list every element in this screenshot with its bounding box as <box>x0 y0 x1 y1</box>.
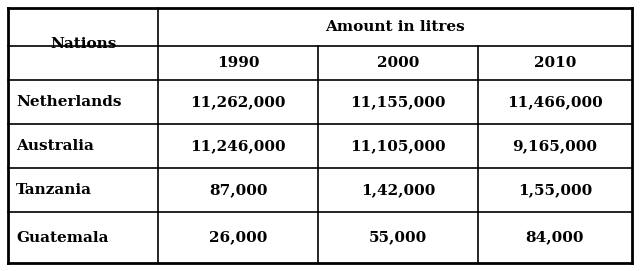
Text: Guatemala: Guatemala <box>16 231 109 244</box>
Text: 2010: 2010 <box>534 56 576 70</box>
Text: Nations: Nations <box>50 37 116 51</box>
Text: 11,466,000: 11,466,000 <box>507 95 603 109</box>
Text: Netherlands: Netherlands <box>16 95 122 109</box>
Text: 55,000: 55,000 <box>369 231 427 244</box>
Text: 1990: 1990 <box>217 56 259 70</box>
Text: 84,000: 84,000 <box>525 231 584 244</box>
Text: 11,105,000: 11,105,000 <box>350 139 446 153</box>
Text: 2000: 2000 <box>377 56 419 70</box>
Text: 11,155,000: 11,155,000 <box>350 95 445 109</box>
Text: Australia: Australia <box>16 139 94 153</box>
Text: 1,55,000: 1,55,000 <box>518 183 592 197</box>
Text: Amount in litres: Amount in litres <box>325 20 465 34</box>
Text: Tanzania: Tanzania <box>16 183 92 197</box>
Text: 11,262,000: 11,262,000 <box>190 95 285 109</box>
Text: 9,165,000: 9,165,000 <box>513 139 598 153</box>
Text: 87,000: 87,000 <box>209 183 268 197</box>
Text: 11,246,000: 11,246,000 <box>190 139 286 153</box>
Text: 26,000: 26,000 <box>209 231 267 244</box>
Text: 1,42,000: 1,42,000 <box>361 183 435 197</box>
